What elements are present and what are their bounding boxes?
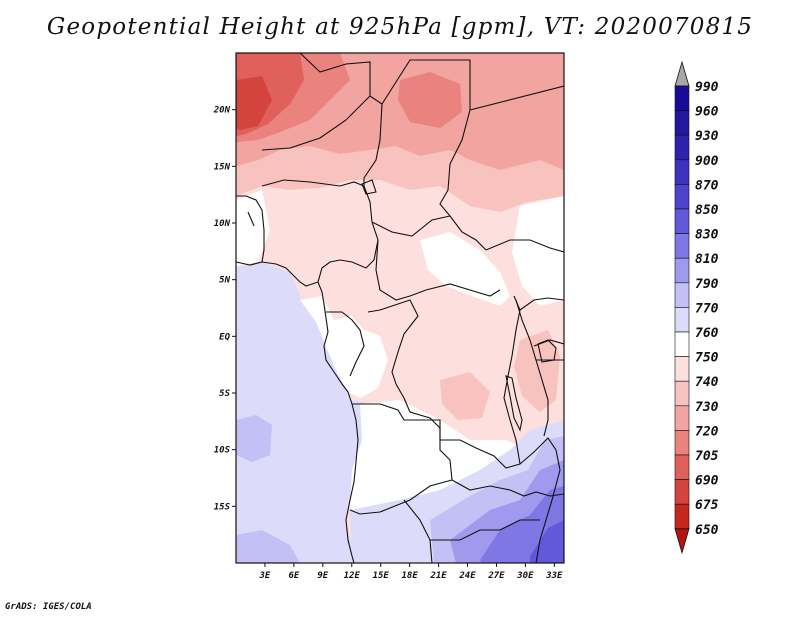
colorbar-label: 930 (695, 129, 719, 144)
colorbar: 990 960 930 900 870 850 830 810 790 770 760 750 740 7… (674, 60, 719, 555)
x-tick-label: 6E (288, 571, 299, 581)
border-chad-sudan (439, 109, 487, 251)
ocean-region (236, 262, 380, 563)
x-tick-label: 24E (458, 571, 476, 581)
chart-title: Geopotential Height at 925hPa [gpm], VT:… (46, 14, 754, 40)
y-tick-label: 10S (214, 446, 231, 456)
lake-victoria (537, 339, 557, 363)
y-tick-label: 20N (213, 106, 231, 116)
y-tick-label: 15S (214, 502, 231, 512)
border-angola (349, 403, 453, 515)
colorbar-label: 990 (695, 80, 719, 95)
ocean-darker (236, 530, 300, 563)
border-chad-car (371, 215, 451, 237)
colorbar-label: 830 (695, 228, 719, 243)
colorbar-swatch (674, 208, 690, 234)
colorbar-swatch (674, 307, 690, 333)
border-libya-chad (381, 59, 471, 110)
colorbar-swatch (674, 331, 690, 357)
y-tick-label: 10N (214, 219, 231, 229)
ocean-darker-2 (236, 415, 272, 462)
x-tick-label: 12E (344, 571, 361, 581)
x-tick-label: 21E (429, 571, 447, 581)
y-axis-ticks: 20N 15N 10N 5N EQ 5S 10S 15S (213, 106, 236, 512)
colorbar-label: 750 (695, 351, 719, 366)
colorbar-swatch (674, 503, 690, 530)
colorbar-swatch (674, 134, 690, 161)
colorbar-swatch (674, 454, 690, 480)
colorbar-label: 770 (695, 301, 719, 316)
colorbar-swatch (674, 233, 690, 259)
colorbar-label: 960 (695, 105, 719, 120)
northwest-lowest (236, 76, 272, 130)
east-africa-low (514, 330, 560, 412)
x-tick-label: 18E (402, 571, 419, 581)
y-tick-label: EQ (219, 332, 230, 342)
border-congo-gabon (326, 311, 365, 377)
coastline (236, 261, 359, 563)
north-east-patch (398, 72, 462, 128)
white-zone-central (300, 296, 388, 398)
y-tick-label: 5N (219, 276, 230, 286)
colorbar-swatch (674, 479, 690, 505)
y-tick-label: 15N (214, 162, 231, 172)
border-mozambique (519, 437, 561, 563)
colorbar-swatch (674, 184, 690, 210)
colorbar-swatch (674, 380, 690, 407)
x-tick-label: 33E (545, 571, 563, 581)
x-tick-label: 30E (516, 571, 534, 581)
lake-chad (361, 179, 377, 195)
credit-label: GrADS: IGES/COLA (5, 602, 92, 612)
colorbar-swatch (674, 257, 690, 284)
colorbar-label: 705 (695, 449, 719, 464)
colorbar-label: 650 (695, 523, 719, 538)
central-pink-blob (440, 372, 490, 420)
border-sudan-ssudan (469, 85, 564, 253)
border-west-small (236, 195, 265, 263)
colorbar-swatch (674, 430, 690, 456)
x-tick-label: 27E (487, 571, 505, 581)
colorbar-label: 760 (695, 326, 719, 341)
colorbar-label: 790 (695, 277, 719, 292)
x-tick-label: 15E (373, 571, 390, 581)
y-tick-label: 5S (219, 389, 230, 399)
colorbar-swatch (674, 85, 690, 111)
border-great-lakes (515, 299, 549, 437)
colorbar-swatch (674, 356, 690, 382)
colorbar-label: 900 (695, 154, 719, 169)
colorbar-bottom-triangle (674, 528, 690, 555)
lake-tanganyika (505, 375, 523, 432)
plot-frame (235, 52, 565, 564)
colorbar-swatch (674, 159, 690, 185)
colorbar-label: 850 (695, 203, 719, 218)
colorbar-label: 720 (695, 424, 719, 439)
x-tick-label: 3E (259, 571, 271, 581)
colorbar-label: 675 (695, 498, 719, 513)
colorbar-swatch (674, 282, 690, 308)
borders (236, 53, 564, 563)
border-namibia-botswana (403, 499, 540, 563)
southeast-high-5 (530, 520, 564, 563)
border-algeria-libya (299, 53, 371, 96)
colorbar-label: 870 (695, 178, 719, 193)
colorbar-swatch (674, 405, 690, 431)
colorbar-label: 740 (695, 375, 719, 390)
field-layers (236, 53, 564, 563)
white-zone-north (420, 232, 510, 306)
x-axis-ticks: 3E 6E 9E 12E 15E 18E 21E 24E 27E 30E 33E (259, 563, 563, 581)
x-tick-label: 9E (317, 571, 328, 581)
white-zone-east (512, 196, 564, 306)
colorbar-label: 810 (695, 252, 719, 267)
border-niger (261, 95, 383, 186)
colorbar-label: 690 (695, 474, 719, 489)
colorbar-swatch (674, 110, 690, 136)
colorbar-top-triangle (674, 60, 690, 87)
colorbar-label: 730 (695, 400, 719, 415)
border-zambia-zimbabwe (451, 479, 564, 497)
border-nigeria (261, 179, 379, 283)
border-car (375, 239, 501, 301)
